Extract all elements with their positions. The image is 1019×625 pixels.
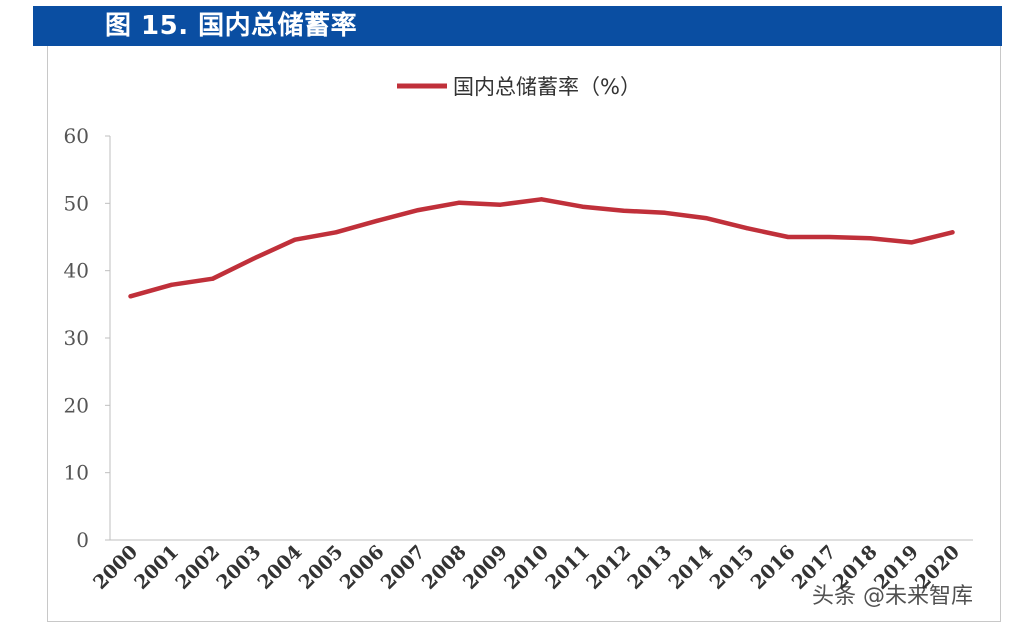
data-point xyxy=(744,226,749,231)
x-tick-label: 2006 xyxy=(336,541,389,594)
y-tick-label: 10 xyxy=(64,461,89,485)
data-point xyxy=(210,276,215,281)
legend: 国内总储蓄率（%） xyxy=(397,75,641,99)
data-point xyxy=(868,236,873,241)
x-tick-label: 2009 xyxy=(459,541,512,594)
data-point xyxy=(169,282,174,287)
y-axis-ticks: 0 10 20 30 40 50 60 xyxy=(64,124,110,552)
x-tick-label: 2003 xyxy=(212,541,265,594)
data-point xyxy=(662,210,667,215)
x-tick-label: 2016 xyxy=(747,541,800,594)
y-tick-label: 0 xyxy=(76,528,89,552)
x-tick-label: 2015 xyxy=(706,541,759,594)
x-tick-label: 2010 xyxy=(500,541,553,594)
x-tick-label: 2011 xyxy=(541,541,594,594)
data-point xyxy=(703,216,708,221)
series-layer xyxy=(128,197,955,299)
data-point xyxy=(827,235,832,239)
series-line xyxy=(128,197,955,299)
x-tick-label: 2004 xyxy=(254,541,307,594)
x-tick-label: 2013 xyxy=(623,541,676,594)
data-point xyxy=(334,230,339,235)
x-tick-label: 2001 xyxy=(130,541,183,594)
title-bar: 图 15. 国内总储蓄率 xyxy=(33,6,1002,46)
y-tick-label: 20 xyxy=(64,393,89,417)
data-point xyxy=(375,218,380,223)
chart-frame xyxy=(47,46,1001,622)
data-point xyxy=(457,200,462,205)
data-point xyxy=(498,202,503,207)
legend-label: 国内总储蓄率（%） xyxy=(453,75,641,99)
data-point xyxy=(539,197,544,202)
data-point xyxy=(416,208,421,213)
x-tick-label: 2008 xyxy=(418,541,471,594)
data-point xyxy=(909,240,914,245)
data-point xyxy=(292,237,297,242)
y-tick-label: 50 xyxy=(64,191,89,215)
x-tick-label: 2005 xyxy=(295,541,348,594)
y-tick-label: 30 xyxy=(64,326,89,350)
figure-title: 图 15. 国内总储蓄率 xyxy=(105,11,358,41)
watermark: 头条 @未来智库 xyxy=(812,584,973,609)
data-point xyxy=(950,230,955,235)
x-tick-label: 2012 xyxy=(582,541,635,594)
x-tick-label: 2000 xyxy=(89,541,142,594)
data-point xyxy=(251,256,256,261)
axes xyxy=(109,136,973,541)
data-point xyxy=(580,204,585,209)
data-point xyxy=(621,208,626,213)
data-point xyxy=(786,235,791,239)
y-tick-label: 60 xyxy=(64,124,89,148)
data-point xyxy=(128,294,133,299)
x-tick-label: 2014 xyxy=(664,541,717,594)
x-tick-label: 2002 xyxy=(171,541,224,594)
y-tick-label: 40 xyxy=(64,259,89,283)
x-tick-label: 2007 xyxy=(377,541,430,594)
